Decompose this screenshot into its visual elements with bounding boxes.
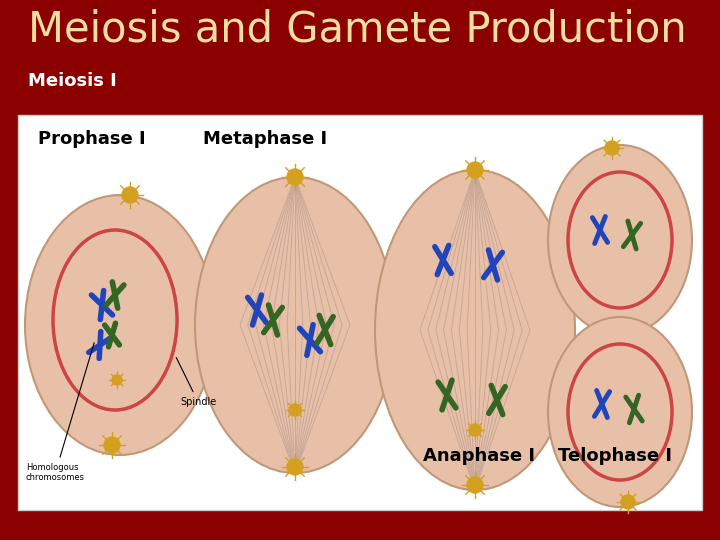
Text: Meiosis and Gamete Production: Meiosis and Gamete Production [28,8,687,50]
Text: Homologous
chromosomes: Homologous chromosomes [26,343,94,482]
Circle shape [467,162,483,178]
Circle shape [289,404,301,416]
Text: Telophase I: Telophase I [558,447,672,465]
Circle shape [469,424,481,436]
Text: Meiosis I: Meiosis I [28,72,117,90]
Text: Metaphase I: Metaphase I [203,130,327,148]
Circle shape [122,187,138,203]
Circle shape [287,169,303,185]
Ellipse shape [25,195,215,455]
Ellipse shape [195,177,395,473]
Circle shape [287,459,303,475]
Circle shape [467,477,483,493]
Circle shape [605,141,619,155]
Circle shape [104,437,120,453]
Ellipse shape [548,317,692,507]
Text: Spindle: Spindle [176,357,216,407]
Bar [18,115,702,510]
Text: Anaphase I: Anaphase I [423,447,535,465]
Circle shape [112,375,122,385]
Circle shape [621,495,635,509]
Text: Prophase I: Prophase I [38,130,145,148]
Ellipse shape [375,170,575,490]
Ellipse shape [548,145,692,335]
